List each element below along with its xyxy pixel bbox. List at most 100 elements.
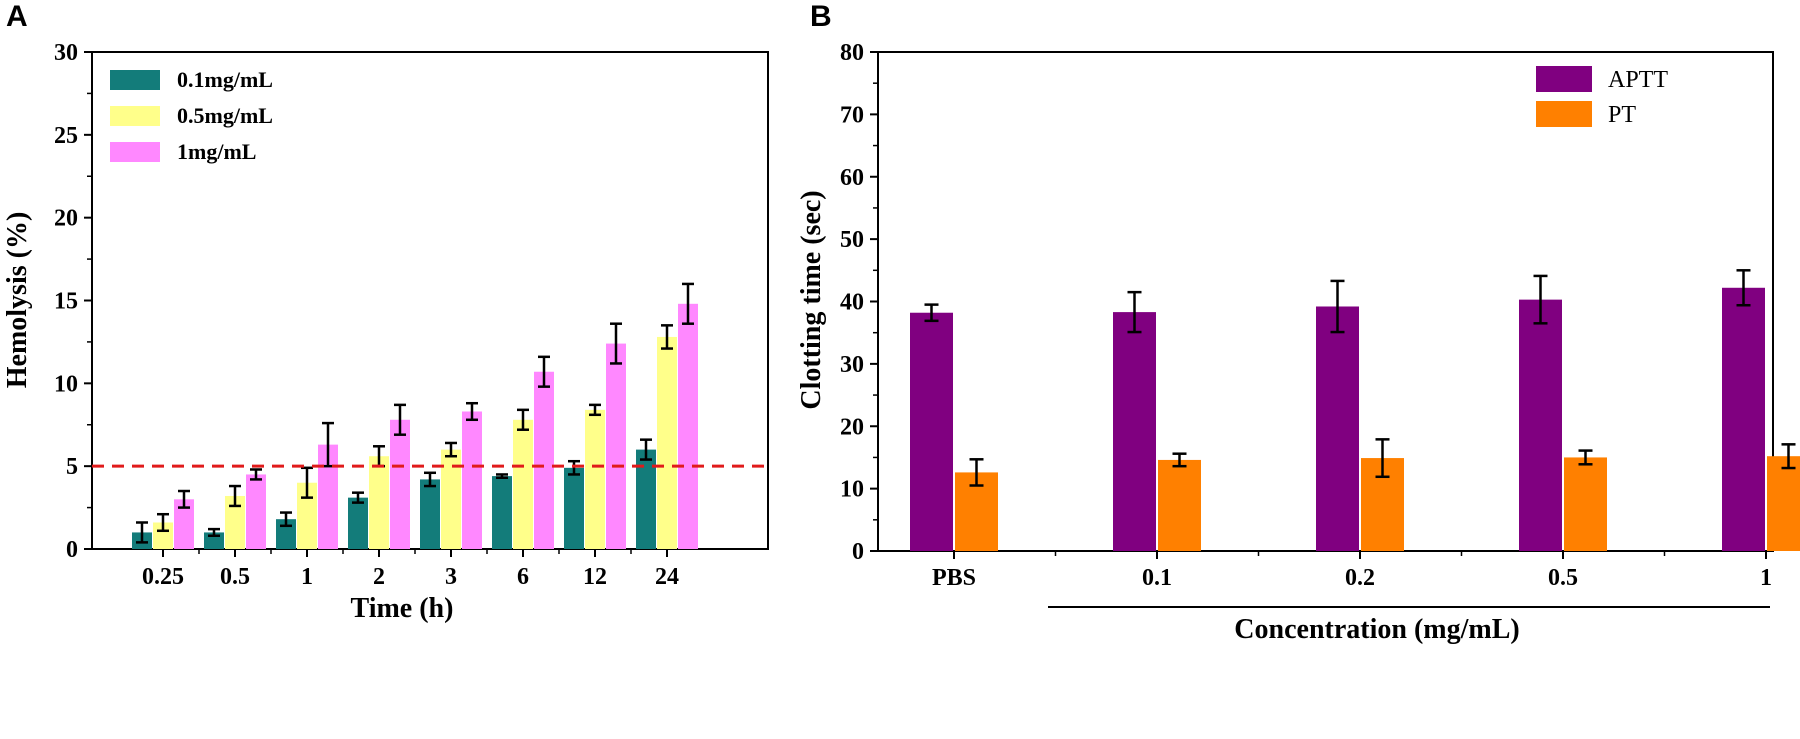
x-tick-label-1: 1 [1760,565,1772,591]
panel-b-x-axis-title: Concentration (mg/mL) [1234,614,1519,645]
bar-1mg-ml-3 [462,411,482,549]
error-bar-0-1mg-ml-12 [568,459,580,476]
x-tick-label-6: 6 [517,564,529,590]
panel-a-y-axis-title: Hemolysis (%) [2,212,33,389]
error-bar-pt-0-1 [1172,452,1187,468]
error-bar-aptt-0-1 [1127,290,1142,334]
y-tick-label-40: 40 [840,290,864,316]
bar-0-5mg-ml-1 [297,482,317,549]
error-bar-1mg-ml-24 [682,282,694,325]
error-bar-aptt-1 [1736,269,1751,307]
bar-1mg-ml-24 [678,303,698,549]
panel-a-legend: 0.1mg/mL 0.5mg/mL 1mg/mL [110,67,273,164]
panel-b-y-axis-title: Clotting time (sec) [796,190,827,409]
x-tick-label-pbs: PBS [932,565,976,591]
error-bar-0-1mg-ml-0-25 [136,521,148,544]
bar-0-5mg-ml-0-25 [153,522,173,549]
bar-0-1mg-ml-2 [348,497,368,549]
legend-swatch-0-1mg-ml [110,70,160,90]
error-bar-0-5mg-ml-3 [445,441,457,458]
error-bar-aptt-0-2 [1330,279,1345,334]
bar-0-5mg-ml-12 [585,409,605,549]
error-bar-0-1mg-ml-6 [496,473,508,480]
legend-swatch-1mg-ml [110,142,160,162]
x-tick-label-1: 1 [301,564,313,590]
error-bar-1mg-ml-2 [394,403,406,436]
bar-1mg-ml-12 [606,343,626,549]
error-bar-0-1mg-ml-3 [424,471,436,488]
bar-0-5mg-ml-0-5 [225,495,245,549]
bar-0-1mg-ml-3 [420,479,440,549]
x-tick-label-0-5: 0.5 [220,564,250,590]
bar-1mg-ml-1 [318,444,338,549]
bar-0-1mg-ml-12 [564,467,584,549]
panel-a-label: A [6,0,28,33]
error-bar-aptt-pbs [924,303,939,323]
error-bar-1mg-ml-0-5 [250,468,262,481]
x-tick-label-0-5: 0.5 [1548,565,1578,591]
error-bar-0-5mg-ml-1 [301,466,313,499]
error-bar-0-5mg-ml-6 [517,408,529,431]
legend-label-pt: PT [1608,102,1636,128]
error-bar-1mg-ml-12 [610,322,622,365]
y-tick-label-20: 20 [54,206,78,232]
error-bar-0-1mg-ml-24 [640,438,652,461]
bar-aptt-0-2 [1316,306,1359,551]
error-bar-pt-pbs [969,458,984,487]
x-tick-label-0-2: 0.2 [1345,565,1375,591]
bar-0-5mg-ml-24 [657,336,677,549]
bar-aptt-pbs [910,312,953,551]
bar-aptt-0-1 [1113,312,1156,551]
bar-aptt-0-5 [1519,299,1562,551]
bar-0-1mg-ml-6 [492,476,512,549]
error-bar-1mg-ml-0-25 [178,489,190,509]
error-bar-0-1mg-ml-2 [352,491,364,504]
bar-1mg-ml-2 [390,419,410,549]
y-tick-label-70: 70 [840,102,864,128]
bar-0-1mg-ml-24 [636,449,656,549]
y-tick-label-5: 5 [66,454,78,480]
y-tick-label-10: 10 [54,371,78,397]
legend-swatch-pt [1536,101,1592,127]
bar-1mg-ml-6 [534,371,554,549]
legend-label-0-5mg-ml: 0.5mg/mL [177,103,273,128]
y-tick-label-15: 15 [54,289,78,315]
error-bar-1mg-ml-6 [538,355,550,388]
bar-0-5mg-ml-6 [513,419,533,549]
panel-b-label: B [810,0,832,33]
y-tick-label-80: 80 [840,40,864,66]
bar-0-5mg-ml-3 [441,449,461,549]
y-tick-label-25: 25 [54,123,78,149]
panel-a-bars [92,282,768,549]
legend-swatch-aptt [1536,66,1592,92]
legend-label-0-1mg-ml: 0.1mg/mL [177,67,273,92]
x-tick-label-2: 2 [373,564,385,590]
y-tick-label-0: 0 [66,537,78,563]
x-tick-label-24: 24 [655,564,679,590]
error-bar-0-1mg-ml-0-5 [208,527,220,537]
panel-b-bars [910,269,1800,551]
y-tick-label-50: 50 [840,227,864,253]
error-bar-0-5mg-ml-0-25 [157,512,169,533]
y-tick-label-30: 30 [840,352,864,378]
error-bar-0-5mg-ml-24 [661,324,673,350]
x-tick-label-0-1: 0.1 [1142,565,1172,591]
error-bar-pt-0-2 [1375,438,1390,479]
bar-0-5mg-ml-2 [369,456,389,549]
error-bar-0-5mg-ml-0-5 [229,484,241,508]
y-tick-label-10: 10 [840,477,864,503]
legend-label-aptt: APTT [1608,67,1668,93]
bar-1mg-ml-0-25 [174,499,194,549]
panel-a-x-axis-title: Time (h) [351,593,454,624]
x-tick-label-12: 12 [583,564,607,590]
legend-swatch-0-5mg-ml [110,106,160,126]
error-bar-pt-1 [1781,443,1796,470]
y-tick-label-20: 20 [840,414,864,440]
error-bar-pt-0-5 [1578,449,1593,466]
y-tick-label-60: 60 [840,165,864,191]
bar-pt-0-5 [1564,457,1607,551]
